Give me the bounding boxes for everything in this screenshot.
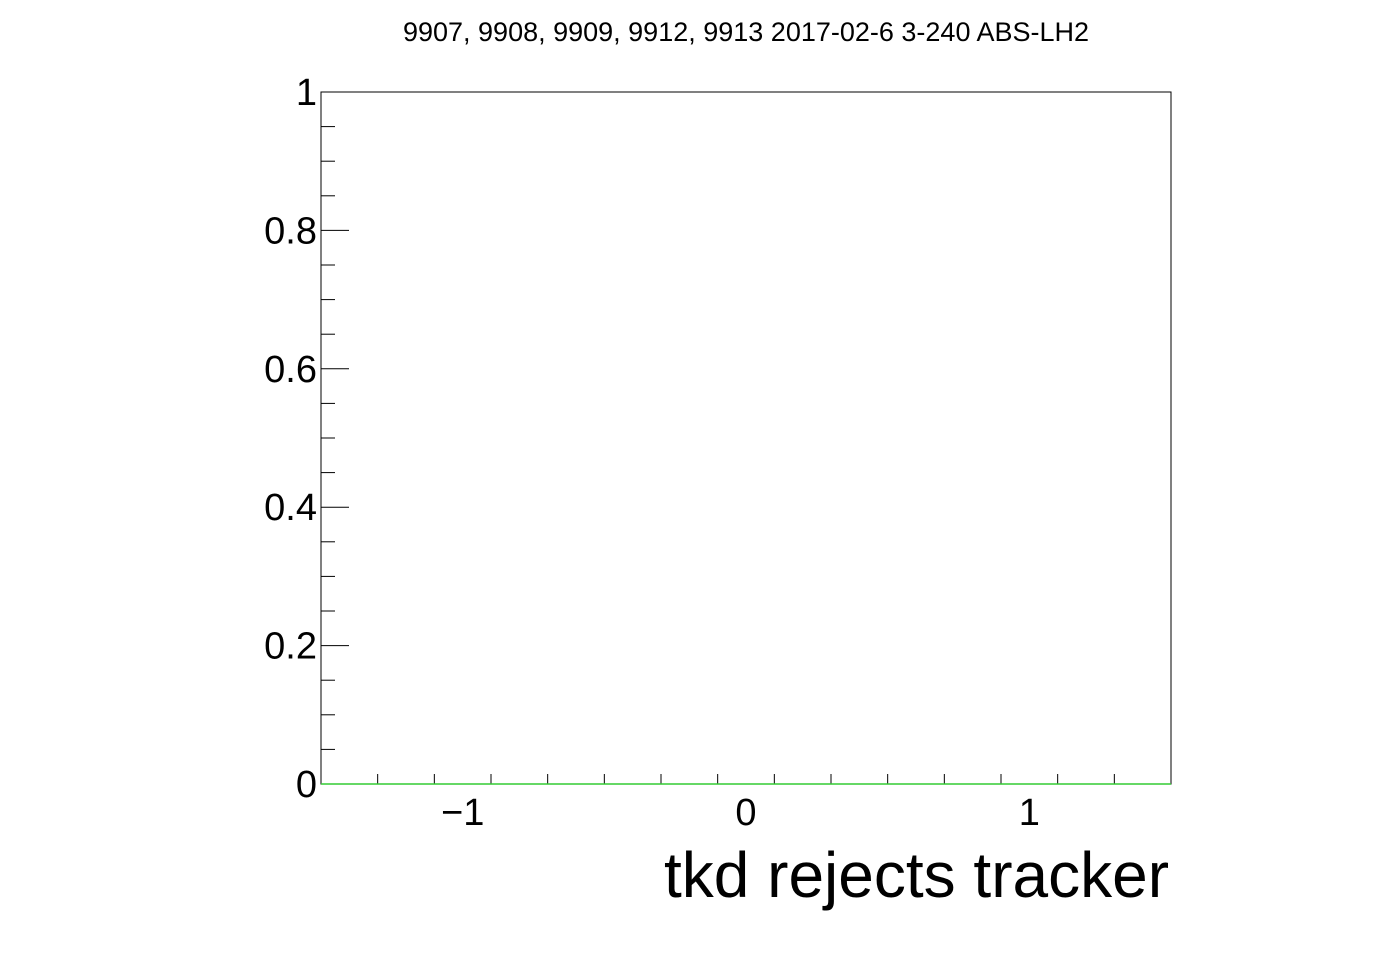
chart-title: 9907, 9908, 9909, 9912, 9913 2017-02-6 3… <box>403 17 1089 47</box>
y-axis: 0 0.2 0.4 0.6 0.8 1 <box>264 72 349 806</box>
y-tick-label: 1 <box>296 72 317 114</box>
x-axis: −1 0 1 <box>320 774 1172 834</box>
y-tick-label: 0.6 <box>264 349 317 391</box>
x-tick-label: 0 <box>735 792 756 834</box>
x-tick-label: 1 <box>1019 792 1040 834</box>
plot-frame <box>320 91 1172 785</box>
y-tick-label: 0.4 <box>264 487 317 529</box>
x-axis-label: tkd rejects tracker <box>664 839 1169 911</box>
x-tick-label: −1 <box>441 792 484 834</box>
y-tick-label: 0.2 <box>264 626 317 668</box>
y-tick-label: 0 <box>296 764 317 806</box>
y-tick-label: 0.8 <box>264 210 317 252</box>
